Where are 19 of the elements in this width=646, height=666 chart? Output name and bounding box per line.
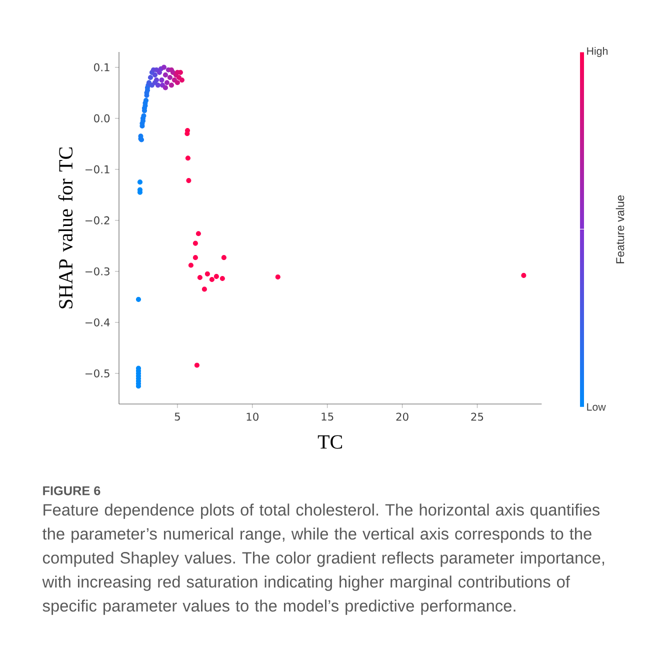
y-tick-label: 0.0 [94, 114, 110, 122]
x-tick-label: 20 [396, 412, 408, 421]
y-tick-label: −0.1 [86, 165, 110, 174]
x-tick-label: 25 [471, 412, 484, 421]
text: High [587, 47, 608, 57]
y-axis-title: SHAP value for TC [58, 147, 73, 308]
color-bar-title: Feature value [616, 195, 624, 264]
x-tick-label: 15 [322, 412, 334, 421]
x-axis-title: TC [318, 435, 342, 449]
y-tick-label: 0.1 [94, 63, 110, 72]
text: Low [587, 403, 606, 411]
x-tick-label: 10 [246, 412, 258, 421]
y-tick-label: −0.2 [86, 216, 110, 224]
caption: FIGURE 6 [43, 486, 100, 496]
y-tick-label: −0.3 [86, 267, 110, 276]
text: Feature dependence plots of total cholesterol. The horizontal axis quantifies the parameter’s numerical range, while the vertical axis corresponds to the computed Shapley values. The color gradient reflects parameter importance, with increasing red saturation indicating higher marginal contributions of specific parameter values to the model’s predictive performance. [42, 504, 604, 615]
y-tick-label: −0.5 [86, 369, 110, 378]
y-tick-label: −0.4 [86, 318, 110, 326]
x-tick-label: 5 [174, 412, 180, 421]
